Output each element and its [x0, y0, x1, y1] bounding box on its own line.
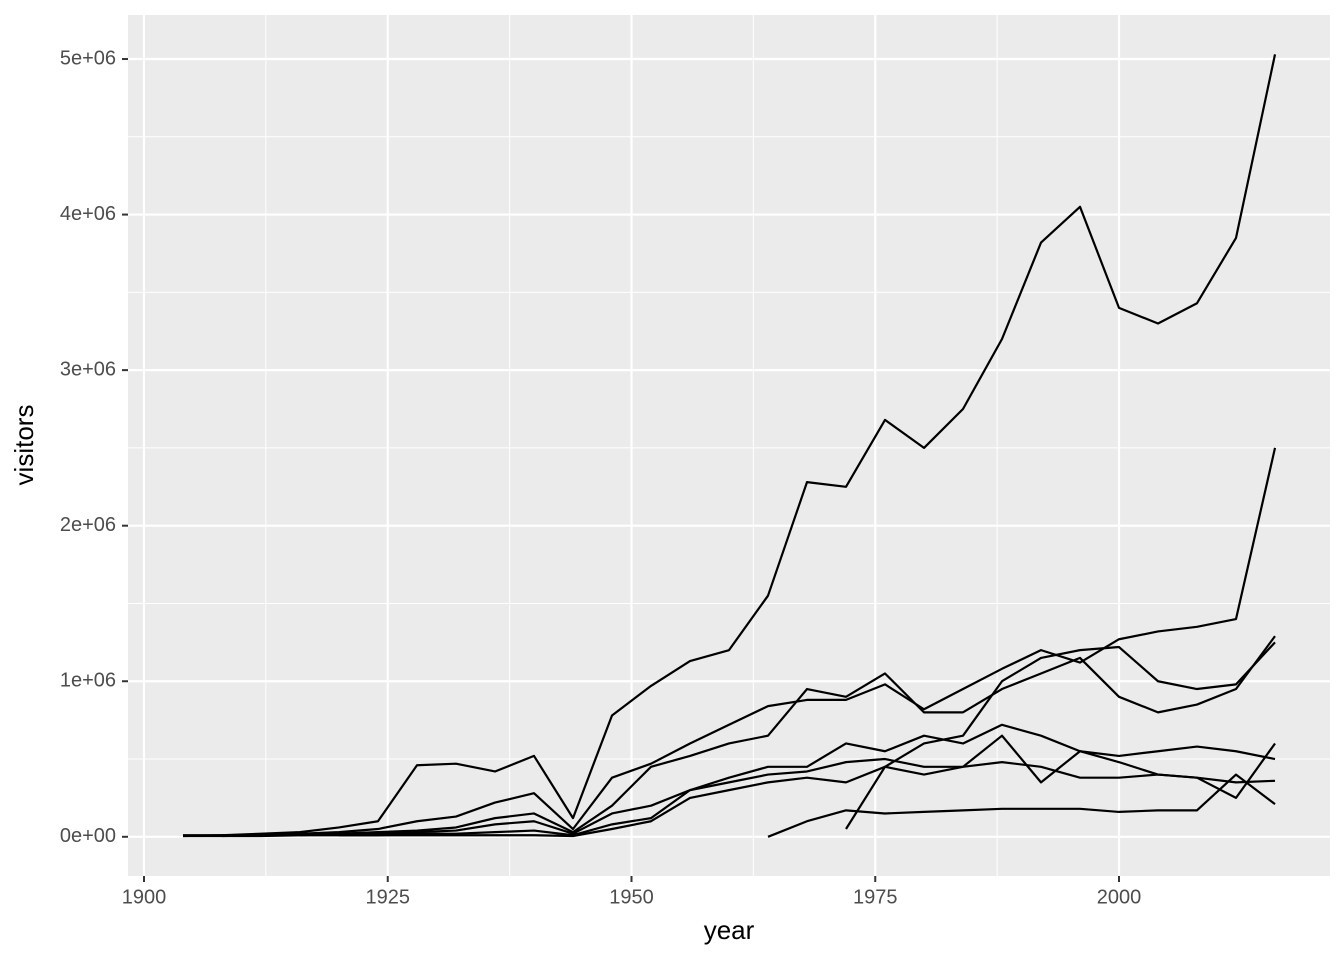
y-tick-label: 3e+06: [60, 358, 116, 380]
series-line: [182, 54, 1277, 837]
y-tick-label: 5e+06: [60, 47, 116, 69]
panel: [128, 15, 1330, 876]
y-tick-label: 2e+06: [60, 514, 116, 536]
x-tick-label: 1950: [609, 886, 654, 908]
x-tick-label: 1925: [365, 886, 410, 908]
x-tick-label: 1900: [122, 886, 167, 908]
y-tick-label: 4e+06: [60, 203, 116, 225]
series-line: [338, 734, 1276, 837]
series-line: [767, 773, 1276, 838]
series-line: [182, 447, 1277, 838]
y-tick-label: 1e+06: [60, 670, 116, 692]
series-line: [299, 761, 1276, 838]
x-tick-label: 2000: [1097, 886, 1142, 908]
grid: [128, 15, 1330, 876]
x-axis-title: year: [704, 915, 755, 945]
series-line: [845, 641, 1276, 830]
series-line: [182, 723, 1276, 838]
x-tick-label: 1975: [853, 886, 898, 908]
y-axis-title: visitors: [9, 405, 39, 486]
series-line: [221, 635, 1276, 838]
lines: [182, 54, 1277, 838]
y-tick-label: 0e+00: [60, 825, 116, 847]
